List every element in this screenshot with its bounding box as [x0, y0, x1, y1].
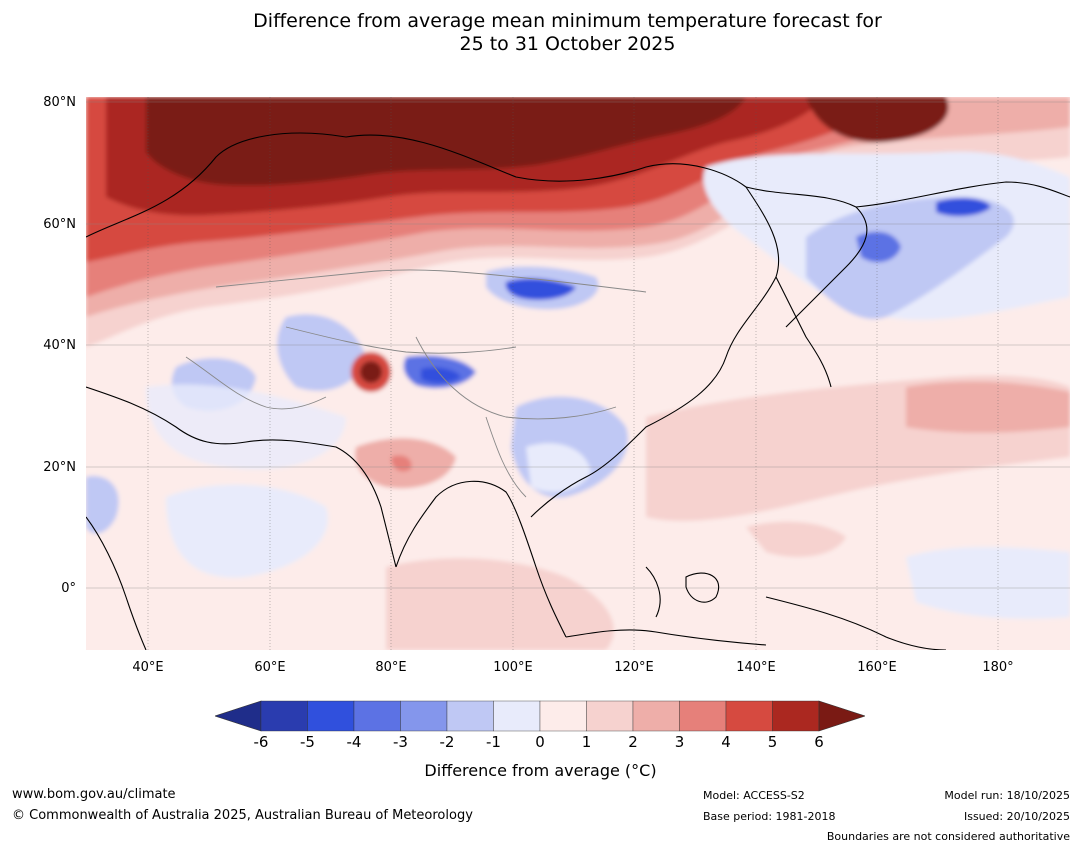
latitude-lines	[86, 101, 1070, 589]
title-line-1: Difference from average mean minimum tem…	[253, 10, 882, 32]
website-link[interactable]: www.bom.gov.au/climate	[12, 787, 176, 802]
coastlines	[86, 132, 1070, 650]
colorbar-segment	[586, 700, 634, 732]
colorbar-segments	[215, 700, 865, 732]
colorbar-tick-label: -2	[439, 733, 455, 751]
colorbar-tick-label: -1	[486, 733, 501, 751]
colorbar-tick-label: 6	[814, 733, 824, 751]
colorbar-segment	[400, 700, 448, 732]
colorbar-tick-label: -3	[393, 733, 408, 751]
colorbar-segment	[307, 700, 355, 732]
colorbar-segment	[446, 700, 494, 732]
lon-label-80e: 80°E	[375, 660, 407, 675]
colorbar-segment	[772, 700, 820, 732]
lon-label-160e: 160°E	[857, 660, 897, 675]
copyright-text: © Commonwealth of Australia 2025, Austra…	[12, 808, 473, 823]
colorbar-tick-label: -4	[346, 733, 362, 751]
model-run-text: Model run: 18/10/2025	[944, 789, 1070, 802]
colorbar-tick-label: -6	[253, 733, 269, 751]
colorbar-tick-label: 0	[535, 733, 545, 751]
colorbar-segment	[260, 700, 308, 732]
model-text: Model: ACCESS-S2	[703, 789, 805, 802]
colorbar-segment	[679, 700, 727, 732]
title-line-2: 25 to 31 October 2025	[459, 33, 676, 55]
lat-label-0: 0°	[61, 581, 76, 596]
anomaly-contours	[86, 97, 1070, 650]
colorbar-segment	[493, 700, 541, 732]
colorbar-tick-label: 3	[674, 733, 685, 751]
colorbar-tick-label: 5	[767, 733, 778, 751]
issued-text: Issued: 20/10/2025	[963, 810, 1070, 823]
lon-label-60e: 60°E	[254, 660, 286, 675]
lat-label-20n: 20°N	[43, 460, 76, 475]
lon-label-140e: 140°E	[736, 660, 776, 675]
map-svg	[86, 97, 1070, 650]
lat-label-40n: 40°N	[43, 338, 76, 353]
lat-label-80n: 80°N	[43, 95, 76, 110]
colorbar-arrow-high	[818, 700, 865, 732]
colorbar-segment	[353, 700, 401, 732]
disclaimer-text: Boundaries are not considered authoritat…	[826, 830, 1070, 843]
colorbar-segment	[539, 700, 587, 732]
forecast-map[interactable]	[86, 97, 1070, 650]
base-period-text: Base period: 1981-2018	[703, 810, 836, 823]
colorbar-arrow-low	[215, 700, 262, 732]
lon-label-40e: 40°E	[132, 660, 164, 675]
colorbar-tick-label: 2	[628, 733, 638, 751]
map-title: Difference from average mean minimum tem…	[0, 10, 1081, 56]
graticule	[147, 97, 999, 650]
colorbar-title: Difference from average (°C)	[424, 761, 657, 780]
lat-label-60n: 60°N	[43, 217, 76, 232]
country-borders	[185, 269, 647, 498]
lon-label-180: 180°	[982, 660, 1014, 675]
colorbar	[215, 700, 865, 732]
colorbar-tick-label: 4	[721, 733, 731, 751]
lon-label-100e: 100°E	[493, 660, 533, 675]
colorbar-segment	[632, 700, 680, 732]
colorbar-tick-label: 1	[581, 733, 592, 751]
lon-label-120e: 120°E	[614, 660, 654, 675]
colorbar-segment	[725, 700, 773, 732]
colorbar-tick-label: -5	[300, 733, 315, 751]
